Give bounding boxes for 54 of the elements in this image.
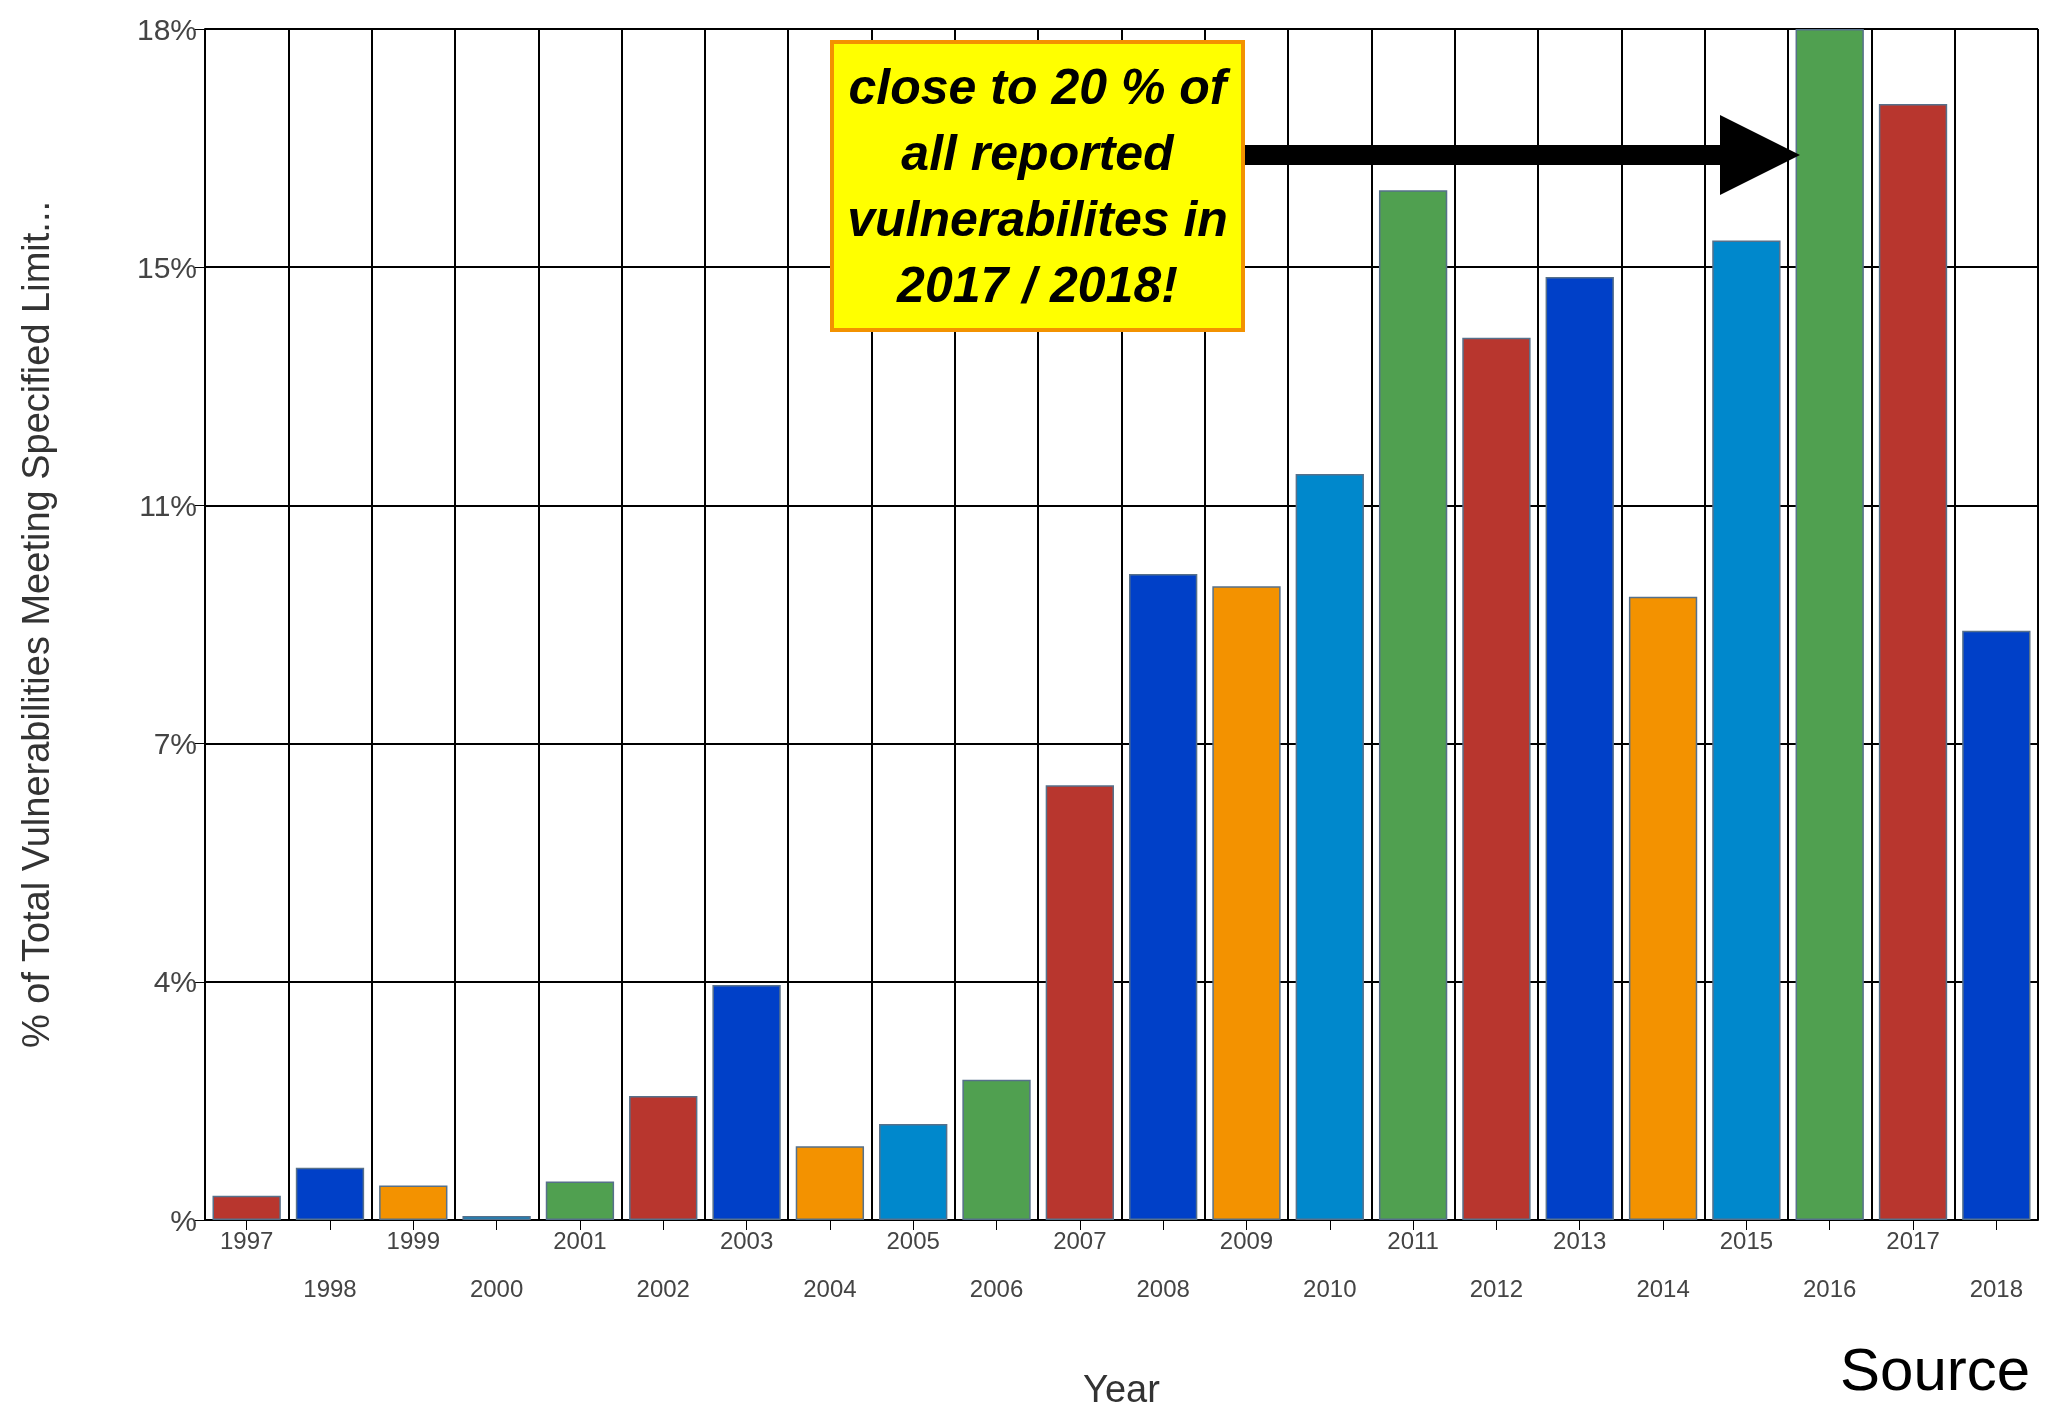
y-tick-label: % [170, 1203, 197, 1237]
x-tick-label: 2015 [1719, 1226, 1774, 1254]
x-tick-label: 2007 [1053, 1226, 1107, 1254]
y-axis-title: % of Total Vulnerabilities Meeting Specified Limit... [15, 201, 57, 1048]
bar [462, 1216, 531, 1220]
x-tick-label: 2005 [886, 1226, 940, 1254]
x-tick-label: 2011 [1387, 1226, 1439, 1254]
bar [1378, 190, 1448, 1220]
bar [1712, 240, 1781, 1220]
x-tick-label: 2017 [1886, 1226, 1940, 1254]
x-tick-label: 2016 [1803, 1274, 1857, 1302]
bar [629, 1096, 698, 1220]
bar [1045, 785, 1114, 1220]
x-tick-label: 2000 [469, 1274, 524, 1302]
bar [1962, 630, 2031, 1220]
bar [212, 1195, 281, 1220]
bar [545, 1181, 615, 1220]
bar [1545, 276, 1614, 1220]
x-tick-label: 2004 [803, 1274, 857, 1302]
x-tick-label: 1998 [303, 1274, 357, 1302]
bar [1878, 104, 1948, 1220]
y-tick-label: 4% [153, 965, 197, 999]
x-tick-label: 2013 [1553, 1226, 1607, 1254]
x-tick-label: 1997 [219, 1226, 274, 1254]
y-tick-label: 15% [136, 250, 197, 284]
y-tick-label: 18% [136, 12, 197, 46]
bar [712, 985, 781, 1220]
x-tick-label: 2010 [1303, 1274, 1357, 1302]
y-tick-label: 7% [153, 727, 197, 761]
x-tick-label: 1999 [386, 1226, 440, 1254]
text: Source [1840, 1335, 2031, 1404]
bar [1462, 337, 1531, 1220]
bar [795, 1146, 865, 1220]
x-tick-label: 2006 [969, 1274, 1024, 1302]
bar [1295, 474, 1364, 1220]
annotation: close to 20 % of all reported vulnerabilites in 2017 / 2018! [830, 40, 1245, 332]
bar [1628, 596, 1698, 1220]
bar [879, 1124, 948, 1220]
bar [295, 1167, 365, 1220]
bar [1129, 573, 1198, 1220]
x-tick-label: 2014 [1636, 1274, 1690, 1302]
bar [1212, 586, 1281, 1220]
x-tick-label: 2003 [719, 1226, 774, 1254]
x-tick-label: 2001 [553, 1226, 607, 1254]
x-tick-label: 2002 [636, 1274, 690, 1302]
bar [962, 1079, 1031, 1220]
x-axis-title: Year [1083, 1368, 1161, 1410]
y-tick-label: 11% [139, 488, 197, 522]
x-tick-label: 2009 [1219, 1226, 1274, 1254]
x-tick-label: 2008 [1136, 1274, 1190, 1302]
x-tick-label: 2018 [1969, 1274, 2024, 1302]
bar [1795, 29, 1864, 1220]
bar [379, 1185, 448, 1220]
x-tick-label: 2012 [1469, 1274, 1524, 1302]
